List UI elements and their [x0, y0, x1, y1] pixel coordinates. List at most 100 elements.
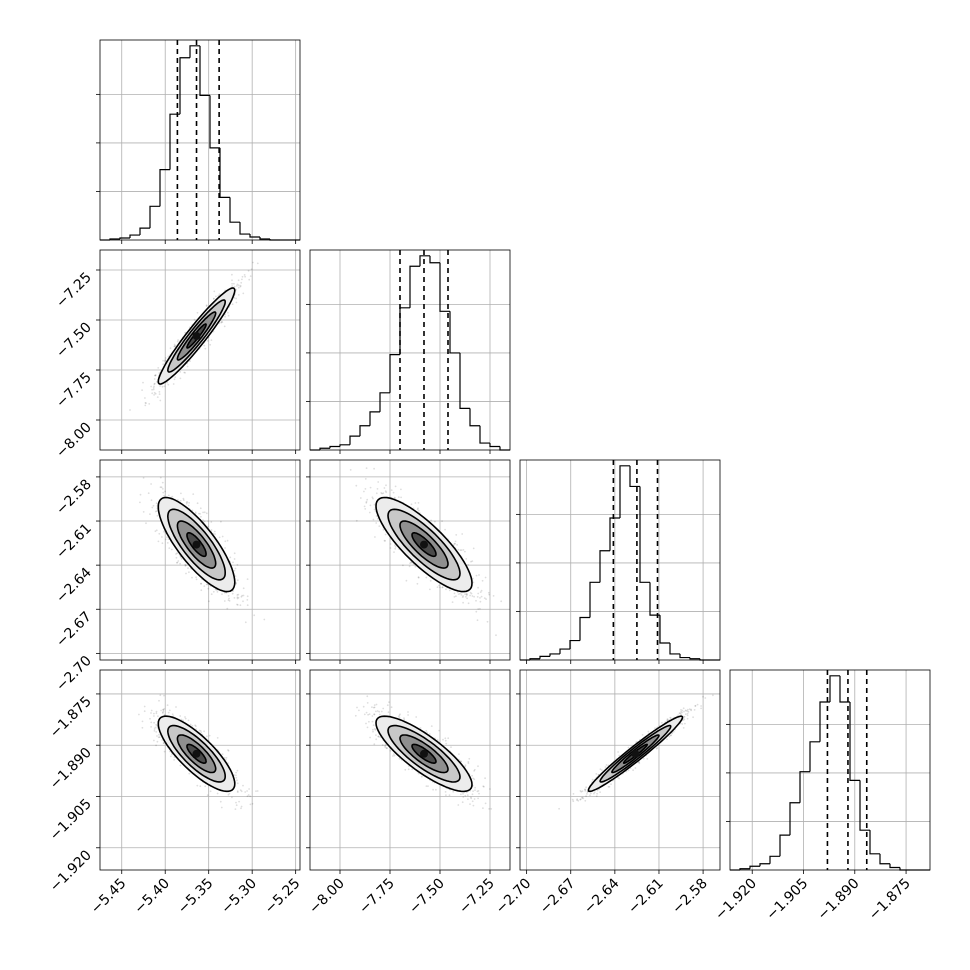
scatter-1-2-point	[364, 478, 367, 480]
scatter-0-2-point	[212, 590, 215, 593]
histogram-0-bin-4	[139, 227, 150, 236]
scatter-0-3-point	[247, 794, 250, 796]
scatter-0-3-point	[156, 740, 159, 743]
scatter-0-2-point	[161, 488, 164, 490]
scatter-0-1-point	[193, 318, 196, 321]
scatter-0-1-point	[224, 315, 227, 318]
scatter-0-2-point	[214, 533, 216, 535]
scatter-0-1-point	[159, 399, 162, 402]
histogram-3-bin-3	[759, 863, 770, 867]
histogram-3-bin-16	[889, 863, 900, 869]
scatter-0-1-point	[158, 372, 161, 374]
scatter-0-1-point	[161, 385, 164, 388]
scatter-0-2-point	[227, 595, 230, 597]
scatter-0-2-point	[220, 520, 222, 523]
scatter-0-2-point	[163, 495, 165, 497]
scatter-0-3-point	[235, 774, 237, 777]
scatter-1-2-point	[400, 488, 402, 491]
scatter-0-3-point	[159, 694, 162, 697]
scatter-1-2-point	[376, 488, 379, 490]
scatter-1-2-point	[375, 522, 378, 524]
scatter-0-3-point	[162, 742, 165, 744]
scatter-0-2-point	[179, 562, 182, 565]
scatter-1-2-point	[414, 502, 417, 504]
scatter-1-2-point	[363, 490, 365, 493]
scatter-0-1-point	[152, 388, 155, 391]
histogram-2-bin-8	[599, 550, 610, 583]
scatter-1-2-point	[383, 487, 386, 489]
scatter-1-2-point	[453, 542, 456, 545]
scatter-1-2-point	[402, 564, 404, 567]
scatter-0-2-point	[152, 504, 155, 507]
histogram-2-bin-11	[629, 465, 640, 488]
scatter-0-2-point	[200, 515, 202, 518]
scatter-0-3-point	[158, 733, 160, 736]
scatter-0-1-core	[192, 332, 201, 340]
scatter-0-2-point	[263, 618, 266, 621]
scatter-0-1-point	[152, 387, 155, 389]
scatter-0-3-point	[255, 790, 257, 792]
scatter-0-2-point	[236, 594, 239, 596]
scatter-0-1-point	[236, 283, 239, 286]
scatter-1-2-point	[416, 582, 419, 585]
scatter-0-1-point	[231, 285, 234, 287]
scatter-1-2-point	[487, 591, 490, 594]
scatter-0-3-point	[195, 725, 197, 728]
histogram-2-bin-16	[679, 653, 690, 659]
histogram-3-bin-14	[869, 830, 880, 855]
histogram-2-bin-10	[619, 465, 630, 519]
scatter-1-2-point	[477, 586, 479, 589]
scatter-0-3-point	[198, 729, 201, 732]
scatter-0-2-point	[207, 587, 210, 590]
scatter-1-2-point	[373, 467, 375, 470]
scatter-0-2-point	[168, 547, 171, 549]
scatter-0-1-point	[212, 298, 215, 300]
histogram-3-bin-12	[849, 701, 860, 781]
scatter-0-1-point	[145, 402, 147, 404]
scatter-0-2-point	[171, 495, 174, 498]
scatter-0-3-point	[200, 731, 203, 734]
histogram-1-bin-4	[349, 435, 360, 445]
scatter-0-3-point	[157, 715, 159, 717]
histogram-1-bin-8	[389, 354, 400, 393]
scatter-0-1-point	[240, 281, 243, 284]
histogram-0-bin-11	[209, 95, 220, 149]
histogram-1-bin-2	[329, 445, 340, 449]
scatter-0-3-point	[163, 694, 165, 697]
scatter-0-2-point	[236, 563, 239, 566]
scatter-0-2-point	[175, 556, 178, 559]
scatter-0-1-point	[210, 339, 213, 341]
scatter-0-2-point	[161, 536, 163, 538]
histogram-0-bin-2	[119, 237, 130, 240]
scatter-0-1-point	[231, 279, 233, 282]
scatter-0-3-point	[173, 759, 176, 761]
scatter-0-1-point	[233, 282, 235, 285]
scatter-0-2-point	[221, 593, 223, 595]
scatter-1-2-point	[417, 576, 420, 579]
scatter-0-1-point	[206, 340, 209, 342]
scatter-0-1-point	[153, 378, 156, 380]
scatter-0-3-point	[206, 794, 209, 797]
scatter-0-2-point	[236, 597, 239, 600]
scatter-0-1-point	[223, 325, 226, 328]
scatter-0-1-point	[227, 314, 230, 317]
histogram-1-bin-3	[339, 444, 350, 447]
scatter-0-2-point	[231, 592, 234, 595]
scatter-0-1-point	[205, 304, 208, 307]
scatter-0-1-point	[153, 383, 156, 385]
scatter-0-3-point	[204, 785, 207, 788]
histogram-3-bin-8	[809, 741, 820, 772]
scatter-0-2-point	[154, 530, 157, 533]
scatter-0-1-point	[156, 380, 158, 383]
scatter-1-2-point	[383, 539, 386, 542]
scatter-0-3-point	[158, 736, 161, 739]
scatter-0-3-point	[163, 750, 166, 753]
histogram-1-bin-5	[359, 425, 370, 437]
scatter-0-3-point	[153, 721, 156, 724]
scatter-0-2-core	[192, 540, 201, 549]
scatter-0-3-point	[234, 808, 237, 810]
scatter-0-3-point	[191, 725, 194, 727]
scatter-0-2-point	[203, 520, 206, 523]
scatter-0-2-point	[244, 621, 247, 624]
scatter-0-3-point	[225, 756, 228, 759]
